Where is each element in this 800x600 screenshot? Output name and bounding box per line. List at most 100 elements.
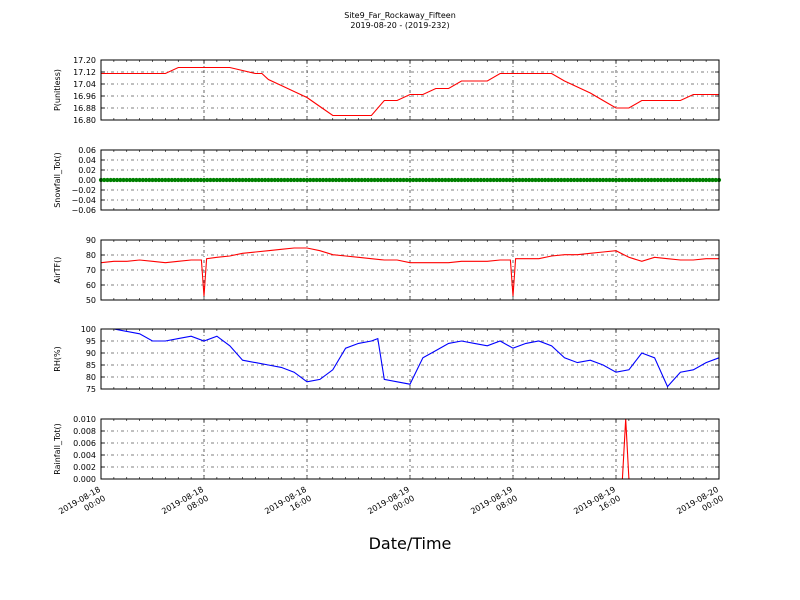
data-point — [143, 177, 149, 183]
data-point — [591, 177, 596, 183]
data-point — [697, 177, 702, 183]
data-point — [443, 177, 448, 183]
data-point — [137, 177, 142, 183]
data-point — [430, 177, 435, 183]
data-point — [691, 177, 696, 183]
data-point — [114, 177, 120, 183]
data-point — [172, 177, 178, 183]
y-tick-label: 70 — [86, 266, 96, 275]
data-point — [546, 177, 551, 183]
data-point — [658, 177, 664, 183]
data-point — [501, 177, 506, 183]
data-point — [147, 177, 152, 183]
data-point — [668, 177, 673, 183]
data-point — [710, 177, 715, 183]
y-tick-label: 17.12 — [73, 68, 96, 77]
data-point — [169, 177, 174, 183]
data-point — [401, 177, 406, 183]
data-point — [404, 177, 409, 183]
data-point — [288, 177, 294, 183]
data-point — [533, 177, 538, 183]
y-tick-label: 0.006 — [73, 439, 96, 448]
data-point — [275, 177, 281, 183]
data-point — [237, 177, 242, 183]
data-point — [182, 177, 187, 183]
data-point — [337, 177, 342, 183]
data-point — [642, 177, 648, 183]
data-point — [636, 177, 641, 183]
data-point — [526, 177, 532, 183]
y-tick-label: 17.04 — [73, 80, 96, 89]
data-point — [633, 177, 638, 183]
data-point — [253, 177, 258, 183]
data-point — [462, 177, 467, 183]
data-point — [411, 177, 416, 183]
y-axis-label: RH(%) — [53, 346, 62, 371]
y-tick-label: 0.04 — [78, 156, 96, 165]
data-point — [127, 177, 133, 183]
data-point — [160, 177, 165, 183]
chart-subtitle: 2019-08-20 - (2019-232) — [350, 21, 450, 30]
data-point — [124, 177, 129, 183]
data-point — [472, 177, 477, 183]
data-point — [217, 177, 223, 183]
data-point — [246, 177, 252, 183]
data-point — [198, 177, 203, 183]
axes-frame — [100, 418, 720, 480]
data-point — [131, 177, 136, 183]
data-point — [179, 177, 184, 183]
data-point — [562, 177, 567, 183]
data-point — [539, 177, 545, 183]
data-point — [356, 177, 361, 183]
y-tick-label: 60 — [86, 281, 96, 290]
data-point — [626, 177, 631, 183]
y-tick-label: 16.88 — [73, 104, 96, 113]
y-tick-label: 0.00 — [78, 176, 96, 185]
data-point — [459, 177, 464, 183]
data-point — [713, 177, 718, 183]
data-point — [523, 177, 528, 183]
data-point — [176, 177, 181, 183]
data-point — [700, 177, 706, 183]
y-tick-label: 17.20 — [73, 56, 96, 65]
data-point — [536, 177, 541, 183]
data-point — [613, 177, 619, 183]
data-point — [517, 177, 522, 183]
data-point — [597, 177, 603, 183]
data-point — [372, 177, 377, 183]
data-point — [491, 177, 496, 183]
data-point — [475, 177, 480, 183]
data-point — [494, 177, 500, 183]
data-point — [308, 177, 313, 183]
series-line — [101, 328, 720, 388]
data-point — [118, 177, 123, 183]
data-point — [485, 177, 490, 183]
data-point — [488, 177, 493, 183]
axes-frame — [100, 328, 720, 390]
data-point — [568, 177, 574, 183]
data-point — [575, 177, 580, 183]
data-point — [671, 177, 677, 183]
data-point — [201, 177, 207, 183]
data-point — [292, 177, 297, 183]
data-point — [256, 177, 261, 183]
data-point — [510, 177, 516, 183]
data-point — [601, 177, 606, 183]
y-tick-label: 80 — [86, 373, 96, 382]
data-point — [498, 177, 503, 183]
data-point — [649, 177, 654, 183]
data-point — [304, 177, 310, 183]
data-point — [301, 177, 306, 183]
data-point — [349, 177, 355, 183]
data-point — [646, 177, 651, 183]
data-point — [694, 177, 699, 183]
data-point — [581, 177, 586, 183]
y-tick-label: 0.004 — [73, 451, 96, 460]
data-point — [214, 177, 219, 183]
data-point — [652, 177, 657, 183]
data-point — [195, 177, 200, 183]
